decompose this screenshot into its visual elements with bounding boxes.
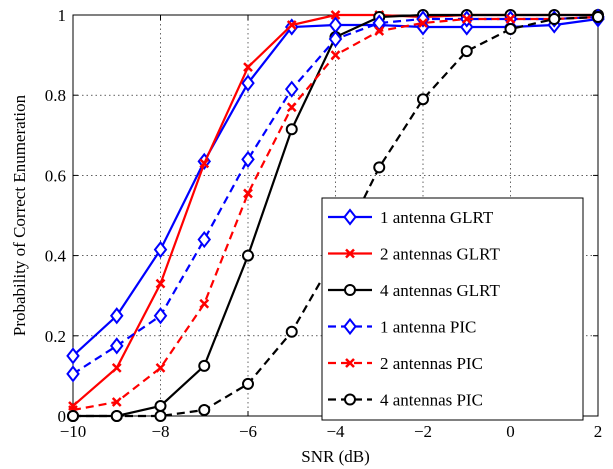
x-tick-label: −2 bbox=[414, 422, 432, 441]
legend-entry: 2 antennas PIC bbox=[328, 354, 483, 373]
data-point bbox=[198, 359, 211, 372]
legend-label: 4 antennas GLRT bbox=[380, 281, 500, 300]
x-tick-label: −4 bbox=[326, 422, 345, 441]
data-point bbox=[505, 14, 516, 24]
data-point bbox=[197, 230, 212, 249]
legend-label: 2 antennas GLRT bbox=[380, 245, 500, 264]
data-point bbox=[328, 16, 343, 34]
axis-ticks: −10 −8 −6 −4 −2 0 2 0 0.2 0.4 0.6 0.8 1 bbox=[45, 6, 603, 441]
data-point bbox=[373, 161, 386, 174]
data-point bbox=[109, 307, 124, 325]
data-point bbox=[418, 18, 428, 28]
data-point bbox=[374, 26, 385, 36]
data-point bbox=[241, 74, 255, 92]
y-tick-label: 0.4 bbox=[45, 247, 67, 266]
data-point bbox=[328, 30, 343, 48]
data-point bbox=[199, 298, 210, 309]
data-point bbox=[154, 410, 167, 422]
data-point bbox=[243, 62, 253, 73]
data-point bbox=[343, 317, 357, 336]
data-point bbox=[460, 45, 473, 58]
data-point bbox=[417, 93, 429, 106]
data-point bbox=[344, 284, 356, 296]
data-point bbox=[286, 102, 297, 113]
data-point bbox=[345, 358, 355, 368]
data-point bbox=[345, 248, 355, 259]
data-point bbox=[548, 13, 561, 26]
x-tick-label: 2 bbox=[594, 422, 603, 441]
legend-box bbox=[321, 197, 584, 421]
x-tick-label: −8 bbox=[151, 422, 169, 441]
data-point bbox=[504, 23, 517, 36]
data-point bbox=[67, 410, 79, 422]
data-point bbox=[330, 10, 341, 20]
y-tick-label: 0.2 bbox=[45, 327, 66, 346]
data-point bbox=[110, 410, 123, 422]
data-point bbox=[199, 158, 210, 169]
data-point bbox=[284, 80, 299, 98]
data-point bbox=[243, 188, 253, 199]
x-axis-label: SNR (dB) bbox=[301, 447, 369, 466]
data-point bbox=[109, 337, 124, 355]
data-point bbox=[286, 20, 297, 30]
data-point bbox=[111, 397, 122, 407]
data-point bbox=[344, 393, 356, 406]
data-point bbox=[242, 249, 254, 262]
legend-entry: 2 antennas GLRT bbox=[328, 245, 500, 264]
legend-label: 4 antennas PIC bbox=[380, 391, 483, 410]
data-point bbox=[461, 14, 472, 24]
legend-entry: 1 antenna PIC bbox=[328, 318, 476, 337]
y-tick-label: 1 bbox=[58, 6, 67, 25]
legend: 1 antenna GLRT 2 antennas GLRT 4 antennas … bbox=[321, 197, 584, 421]
legend-entry: 4 antennas PIC bbox=[328, 391, 483, 410]
data-point bbox=[242, 377, 254, 390]
legend-entry: 1 antenna GLRT bbox=[328, 208, 494, 227]
series-5 bbox=[68, 12, 603, 415]
data-point bbox=[154, 399, 167, 412]
data-point bbox=[285, 123, 298, 136]
y-tick-label: 0.6 bbox=[45, 166, 66, 185]
x-tick-label: 0 bbox=[506, 422, 515, 441]
y-tick-label: 0 bbox=[58, 407, 67, 426]
data-point bbox=[155, 362, 166, 373]
data-point bbox=[66, 365, 80, 383]
x-tick-label: −6 bbox=[239, 422, 257, 441]
data-point bbox=[155, 278, 166, 289]
legend-label: 1 antenna GLRT bbox=[380, 208, 494, 227]
legend-entry: 4 antennas GLRT bbox=[328, 281, 500, 300]
data-point bbox=[330, 50, 341, 60]
y-axis-label: Probability of Correct Enumeration bbox=[10, 94, 29, 336]
x-tick-label: −10 bbox=[60, 422, 87, 441]
legend-label: 2 antennas PIC bbox=[380, 354, 483, 373]
data-point bbox=[592, 11, 604, 24]
data-point bbox=[66, 347, 80, 365]
data-point bbox=[285, 325, 298, 338]
data-point bbox=[241, 150, 255, 168]
data-point bbox=[111, 362, 122, 373]
y-tick-label: 0.8 bbox=[45, 86, 66, 105]
data-point bbox=[343, 208, 357, 226]
legend-label: 1 antenna PIC bbox=[380, 318, 476, 337]
data-point bbox=[153, 307, 168, 325]
data-point bbox=[153, 240, 168, 259]
data-point bbox=[198, 403, 211, 416]
